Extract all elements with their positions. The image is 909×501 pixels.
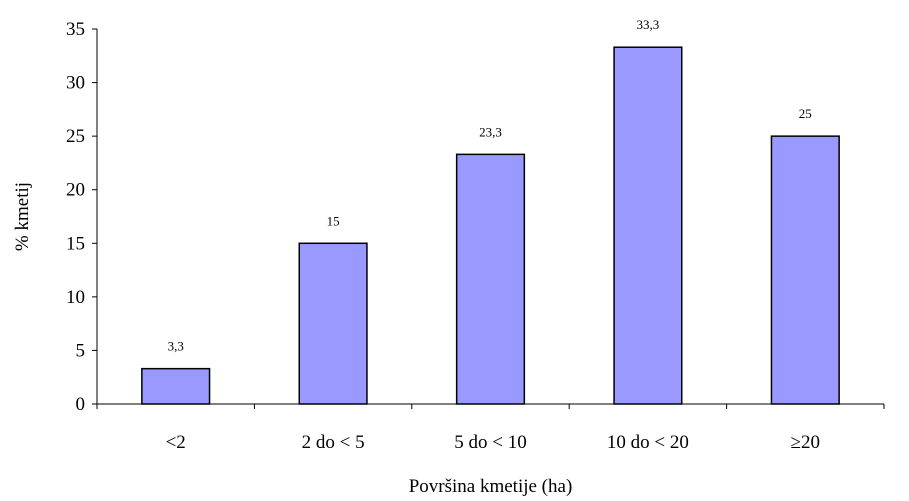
category-label: 2 do < 5 [302,432,365,453]
y-tick-label: 25 [66,126,85,147]
bar [455,153,526,405]
y-tick-label: 20 [66,180,85,201]
bar [613,46,683,405]
bar [298,242,368,405]
category-label: ≥20 [791,432,820,453]
category-label: <2 [166,432,186,453]
data-label: 3,3 [168,339,184,354]
data-labels: 3,3 15 23,3 33,3 25 [168,17,812,353]
data-label: 25 [799,106,812,121]
x-axis-title: Površina kmetije (ha) [409,476,573,497]
x-axis-ticks [96,404,885,409]
y-tick-label: 5 [76,340,86,361]
bars [141,46,840,405]
y-axis-ticks: 0 5 10 15 20 25 30 35 [66,19,97,415]
category-label: 10 do < 20 [607,432,689,453]
category-label: 5 do < 10 [454,432,526,453]
bar [141,367,211,405]
y-axis-title: % kmetij [12,182,33,251]
y-tick-label: 0 [76,394,86,415]
y-tick-label: 10 [66,287,85,308]
data-label: 23,3 [479,124,502,139]
bar [770,135,840,405]
data-label: 15 [327,213,340,228]
category-labels: <2 2 do < 5 5 do < 10 10 do < 20 ≥20 [166,432,820,453]
data-label: 33,3 [637,17,660,32]
y-tick-label: 30 [66,73,85,94]
y-tick-label: 35 [66,19,85,40]
y-tick-label: 15 [66,233,85,254]
